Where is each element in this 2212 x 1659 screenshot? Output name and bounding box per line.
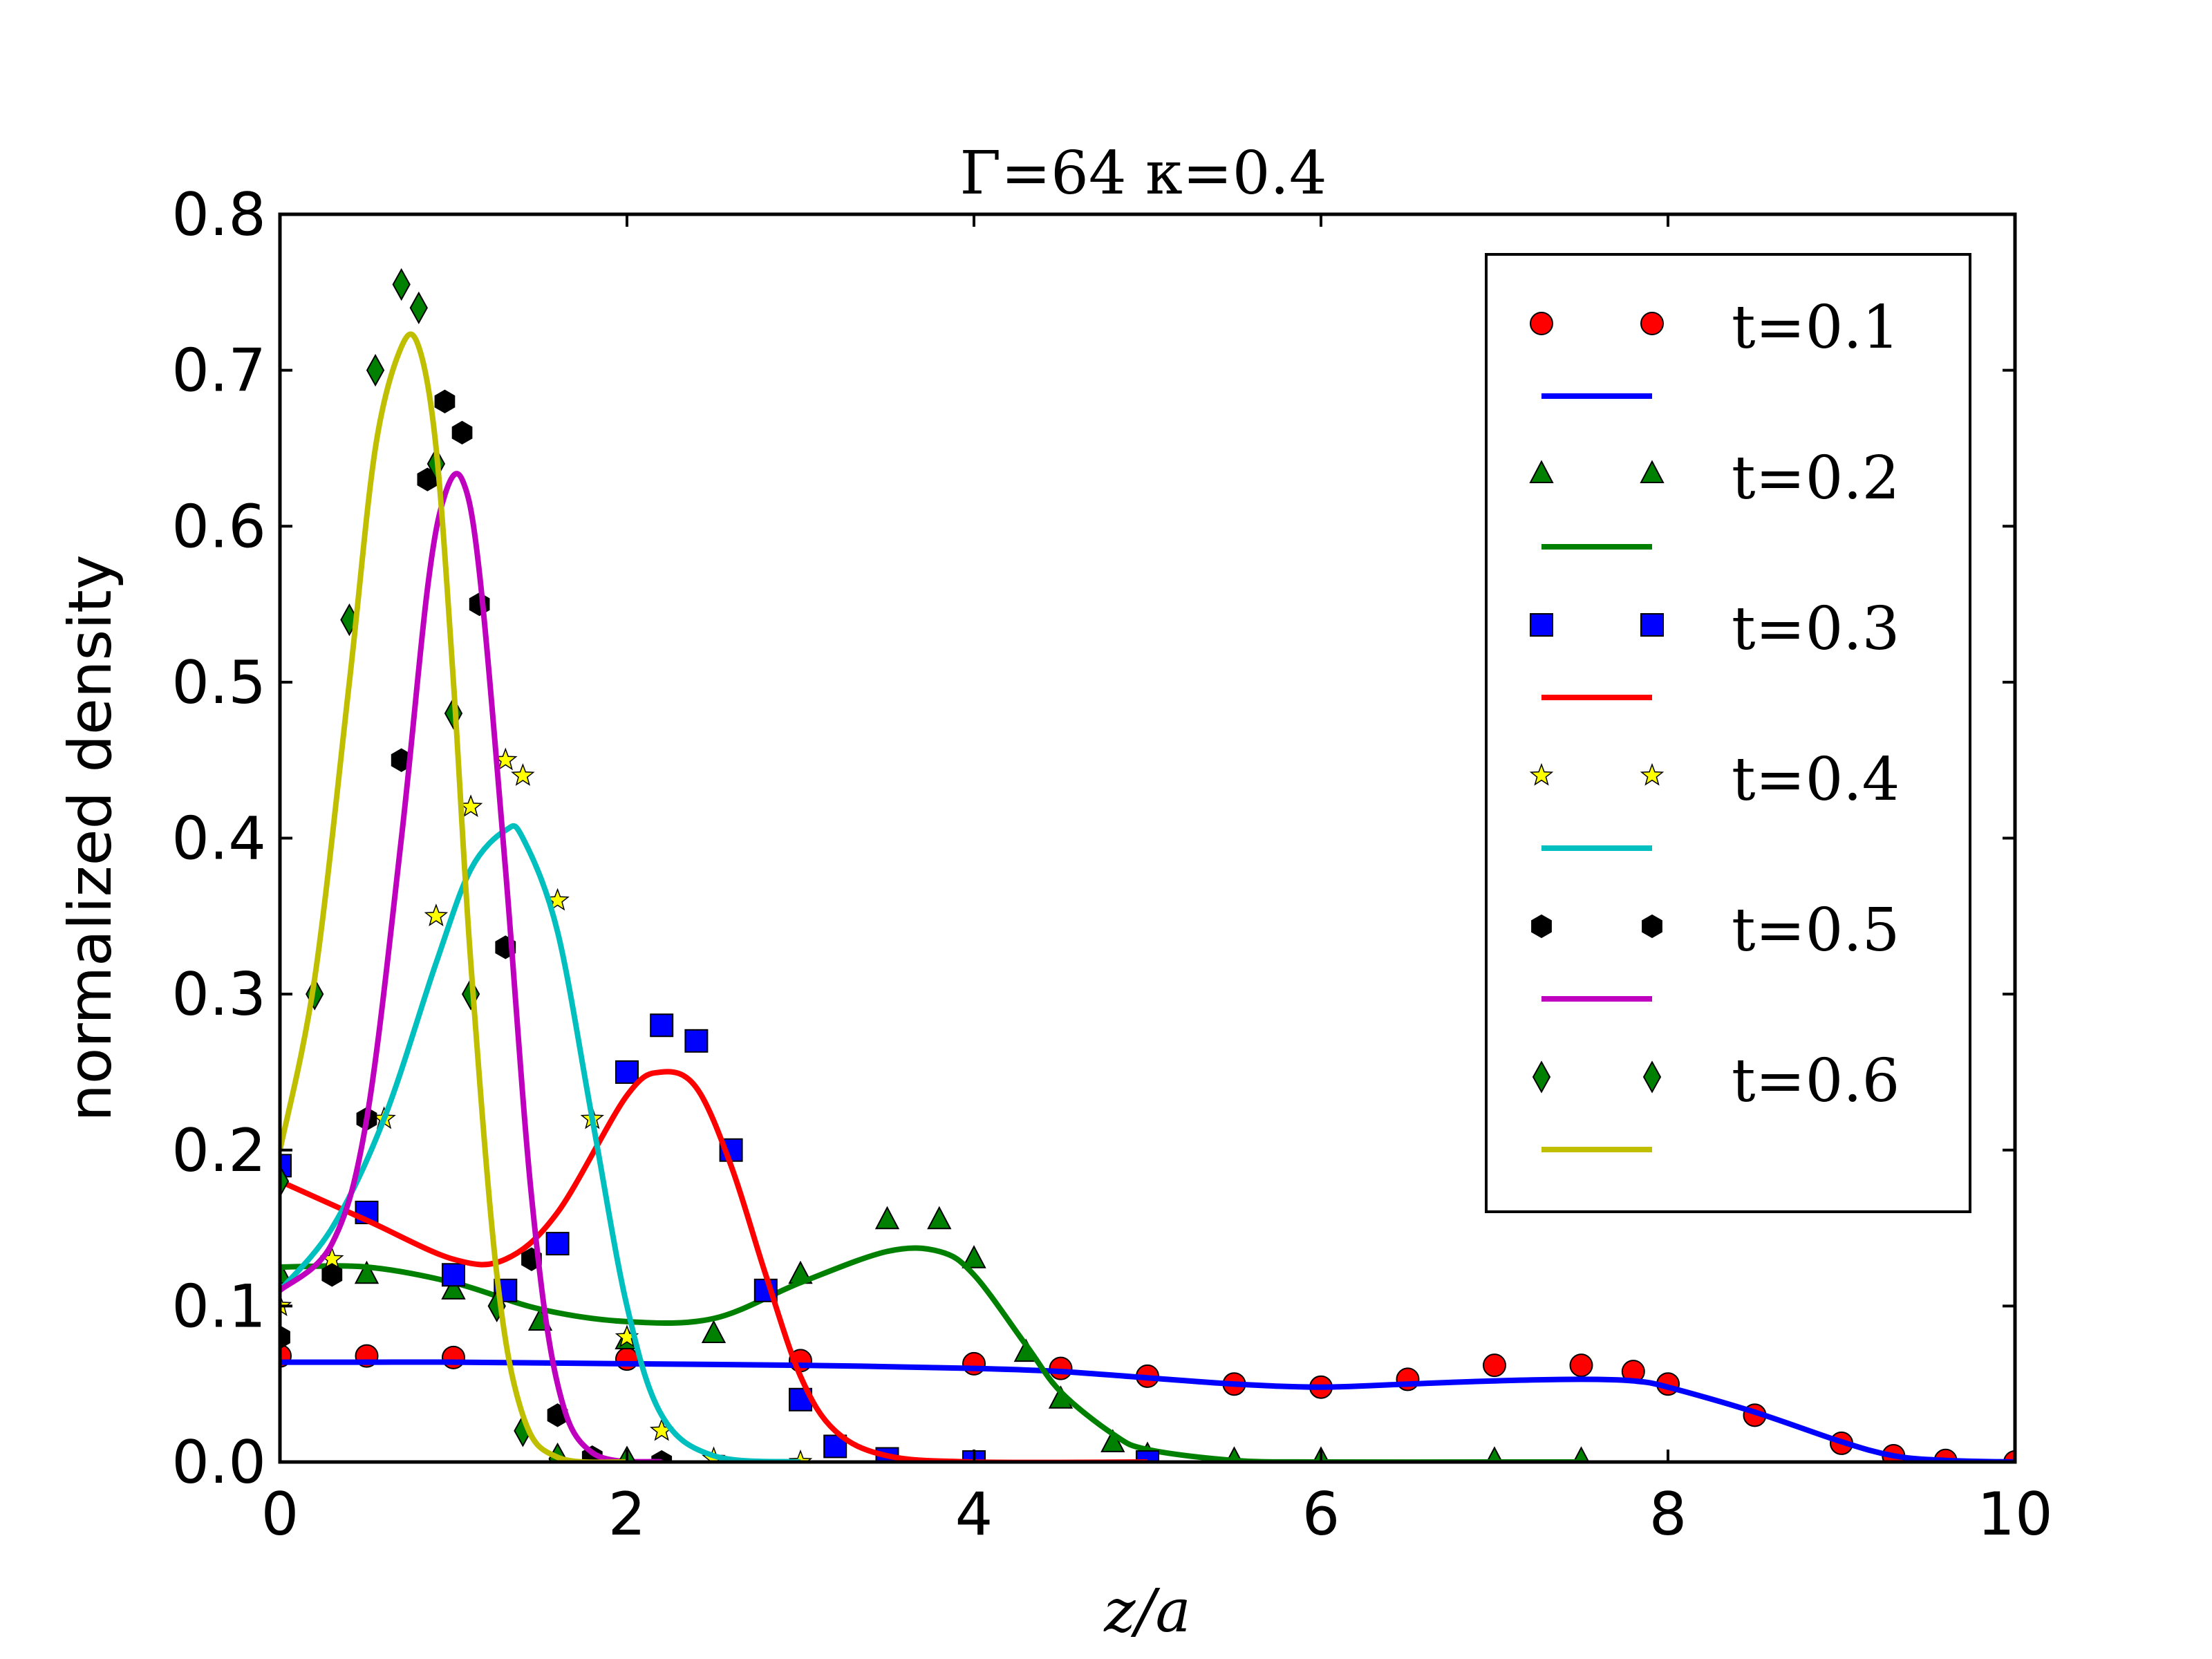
x-tick-label: 2 — [608, 1480, 646, 1549]
legend-marker — [1642, 1060, 1662, 1094]
data-point — [1485, 1446, 1503, 1462]
legend-label: t=0.6 — [1732, 1047, 1900, 1116]
fit-line — [280, 331, 628, 1462]
data-point — [874, 1206, 900, 1230]
series-t=0.6 — [280, 268, 637, 1462]
x-axis-label: z/a — [1103, 1577, 1191, 1646]
data-point — [1483, 1353, 1506, 1378]
data-point — [424, 903, 449, 927]
legend-marker — [1531, 914, 1552, 939]
y-tick-label: 0.7 — [171, 337, 266, 406]
legend-label: t=0.4 — [1732, 745, 1900, 814]
legend-marker — [1530, 312, 1553, 335]
legend-marker — [1529, 460, 1554, 483]
y-tick-label: 0.0 — [171, 1428, 266, 1497]
data-point — [321, 1263, 343, 1287]
data-point — [280, 1165, 290, 1198]
data-point — [409, 291, 428, 325]
legend-marker — [1640, 312, 1664, 335]
legend-label: t=0.2 — [1732, 444, 1900, 513]
data-point — [962, 1245, 986, 1268]
data-point — [442, 1263, 465, 1287]
legend-label: t=0.3 — [1732, 594, 1900, 664]
fit-line — [280, 823, 801, 1462]
legend-marker — [1532, 1060, 1551, 1094]
series-t=0.1 — [280, 1344, 2015, 1462]
data-point — [441, 1276, 466, 1300]
x-tick-label: 4 — [955, 1480, 993, 1549]
data-point — [434, 389, 456, 413]
x-tick-label: 0 — [261, 1480, 299, 1549]
y-tick-label: 0.3 — [171, 960, 266, 1029]
data-point — [615, 1060, 639, 1084]
data-point — [650, 1013, 674, 1038]
y-axis-label: normalized density — [56, 554, 125, 1122]
legend-marker — [1530, 613, 1553, 637]
legend-marker — [1529, 762, 1554, 786]
data-point — [392, 268, 411, 301]
x-tick-label: 10 — [1977, 1480, 2052, 1549]
plot-area — [280, 268, 2015, 1462]
x-tick-label: 8 — [1649, 1480, 1687, 1549]
data-point — [1569, 1353, 1593, 1378]
data-point — [545, 1232, 570, 1256]
legend-box — [1485, 253, 1971, 1213]
fit-line — [280, 471, 662, 1462]
legend-marker — [1642, 914, 1662, 939]
y-tick-label: 0.2 — [171, 1116, 266, 1185]
data-point — [701, 1320, 727, 1343]
data-point — [280, 1325, 290, 1349]
series-t=0.3 — [280, 1013, 1159, 1462]
chart-title: Γ=64 κ=0.4 — [959, 139, 1327, 208]
y-tick-label: 0.4 — [171, 805, 266, 874]
data-point — [366, 353, 385, 387]
data-point — [451, 420, 473, 445]
y-tick-label: 0.1 — [171, 1272, 266, 1341]
data-point — [1100, 1429, 1125, 1452]
fit-line — [280, 1359, 2015, 1462]
legend-marker — [1640, 460, 1665, 483]
y-tick-label: 0.5 — [171, 648, 266, 718]
data-point — [1573, 1446, 1590, 1462]
data-point — [927, 1206, 952, 1230]
y-tick-label: 0.8 — [171, 180, 266, 250]
legend: t=0.1 t=0.2 t=0.3 t=0.4 t=0.5 t=0.6 — [1485, 253, 1971, 1213]
data-point — [442, 1345, 465, 1369]
data-point — [962, 1351, 986, 1376]
data-point — [511, 763, 535, 786]
legend-label: t=0.1 — [1732, 293, 1900, 362]
axis-ticks: 0 2 4 6 8 10 0.0 0.1 0.2 0.3 0.4 0.5 0.6 0.7 0.8 — [171, 180, 2053, 1549]
legend-label: t=0.5 — [1732, 896, 1900, 965]
series-t=0.4 — [280, 747, 813, 1462]
series-t=0.5 — [280, 389, 673, 1462]
data-point — [354, 1260, 379, 1284]
data-point — [1136, 1450, 1159, 1462]
x-tick-label: 6 — [1302, 1480, 1340, 1549]
data-point — [615, 1347, 639, 1371]
data-point — [684, 1029, 709, 1053]
y-tick-label: 0.6 — [171, 492, 266, 561]
data-point — [823, 1434, 847, 1459]
legend-marker — [1640, 762, 1665, 786]
fit-line — [280, 1069, 1147, 1462]
legend-marker — [1640, 613, 1664, 637]
